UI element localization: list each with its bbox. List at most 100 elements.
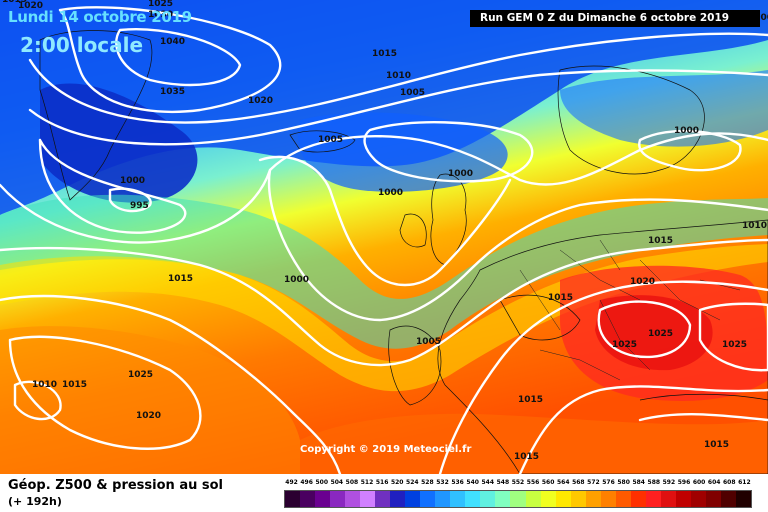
pressure-label: 1025 (722, 340, 747, 350)
weather-map: 1020 1025 1030 1040 1035 1020 1015 1010 … (0, 0, 768, 474)
legend-swatch (630, 491, 646, 507)
pressure-label: 1015 (62, 380, 87, 390)
legend-value: 516 (375, 479, 389, 486)
pressure-label: 1015 (372, 49, 397, 59)
forecast-hour: (+ 192h) (8, 495, 62, 508)
legend-swatch (435, 491, 451, 507)
pressure-label: 1010 (386, 71, 411, 81)
pressure-label: 1000 (448, 169, 473, 179)
pressure-label: 1010 (742, 221, 767, 231)
pressure-labels: 1020 1025 1030 1040 1035 1020 1015 1010 … (2, 0, 768, 462)
legend-swatch (615, 491, 631, 507)
pressure-label: 1005 (416, 337, 441, 347)
legend-value: 520 (390, 479, 404, 486)
legend-swatch (690, 491, 706, 507)
legend-value: 564 (556, 479, 570, 486)
pressure-label: 1020 (18, 1, 43, 11)
legend-swatch (450, 491, 466, 507)
pressure-label: 1025 (148, 0, 173, 9)
pressure-label: 1000 (120, 176, 145, 186)
legend-swatches (284, 490, 752, 508)
legend-value: 496 (300, 479, 313, 486)
legend-value: 580 (617, 479, 630, 486)
legend-swatch (405, 491, 421, 507)
coastlines (39, 30, 768, 474)
pressure-label: 1035 (160, 87, 185, 97)
legend-value: 600 (692, 479, 706, 486)
pressure-label: 1040 (160, 37, 185, 47)
pressure-label: 1010 (32, 380, 57, 390)
legend-value: 500 (315, 479, 328, 486)
pressure-label: 1020 (630, 277, 655, 287)
pressure-label: 1015 (2, 0, 27, 5)
pressure-label: 1025 (648, 329, 673, 339)
forecast-time: 2:00 locale (20, 33, 144, 57)
legend-swatch (555, 491, 571, 507)
legend-swatch (420, 491, 436, 507)
legend-value: 560 (541, 479, 555, 486)
legend-value: 608 (723, 479, 736, 486)
legend-value: 536 (451, 479, 464, 486)
legend-value: 544 (481, 479, 495, 486)
legend-value: 540 (466, 479, 479, 486)
legend-swatch (720, 491, 736, 507)
legend-swatch (645, 491, 661, 507)
pressure-label: 1015 (548, 293, 573, 303)
map-footer: Géop. Z500 & pression au sol (+ 192h) 49… (0, 474, 768, 512)
pressure-label: 1000 (378, 188, 403, 198)
pressure-label: 1015 (704, 440, 729, 450)
legend-swatch (360, 491, 376, 507)
legend-value: 528 (421, 479, 434, 486)
legend-swatch (285, 491, 301, 507)
legend-value: 596 (677, 479, 691, 486)
legend-swatch (585, 491, 601, 507)
pressure-label: 1020 (136, 411, 161, 421)
legend-value: 588 (647, 479, 661, 486)
legend-swatch (465, 491, 481, 507)
legend-value: 612 (738, 479, 751, 486)
legend-labels: 492 496 500 504 508 512 516 520 524 528 532 536 540 5… (284, 478, 752, 488)
legend-value: 568 (572, 479, 585, 486)
legend-swatch (570, 491, 586, 507)
pressure-label: 1030 (148, 10, 173, 20)
pressure-label: 995 (130, 201, 149, 211)
legend-swatch (705, 491, 721, 507)
legend-value: 532 (436, 479, 449, 486)
legend-value: 492 (285, 479, 298, 486)
pressure-label: 1020 (248, 96, 273, 106)
legend-value: 524 (406, 479, 419, 486)
legend-value: 592 (662, 479, 676, 486)
legend-swatch (480, 491, 496, 507)
pressure-label: 1005 (400, 88, 425, 98)
pressure-label: 1015 (168, 274, 193, 284)
legend-swatch (495, 491, 511, 507)
legend-swatch (735, 491, 751, 507)
color-legend: 492 496 500 504 508 512 516 520 524 528 532 536 540 5… (284, 478, 752, 508)
legend-value: 572 (587, 479, 600, 486)
country-borders (519, 239, 741, 381)
pressure-label: 1015 (518, 395, 543, 405)
pressure-label: 1025 (612, 340, 637, 350)
legend-swatch (525, 491, 541, 507)
legend-value: 552 (511, 479, 525, 486)
copyright-notice: Copyright © 2019 Meteociel.fr (300, 444, 472, 455)
map-title: Géop. Z500 & pression au sol (8, 478, 223, 493)
legend-value: 584 (632, 479, 645, 486)
legend-swatch (540, 491, 556, 507)
forecast-map-svg: 1020 1025 1030 1040 1035 1020 1015 1010 … (0, 0, 768, 474)
pressure-label: 1005 (318, 135, 343, 145)
legend-value: 548 (496, 479, 510, 486)
legend-value: 508 (345, 479, 359, 486)
legend-swatch (390, 491, 406, 507)
legend-swatch (375, 491, 391, 507)
pressure-label: 1015 (648, 236, 673, 246)
forecast-date: Lundi 14 octobre 2019 (8, 8, 192, 26)
pressure-label: 1000 (674, 126, 699, 136)
pressure-label: 1000 (284, 275, 309, 285)
legend-value: 504 (330, 479, 344, 486)
legend-value: 604 (707, 479, 721, 486)
legend-swatch (660, 491, 676, 507)
legend-value: 512 (360, 479, 374, 486)
legend-swatch (315, 491, 331, 507)
legend-swatch (675, 491, 691, 507)
